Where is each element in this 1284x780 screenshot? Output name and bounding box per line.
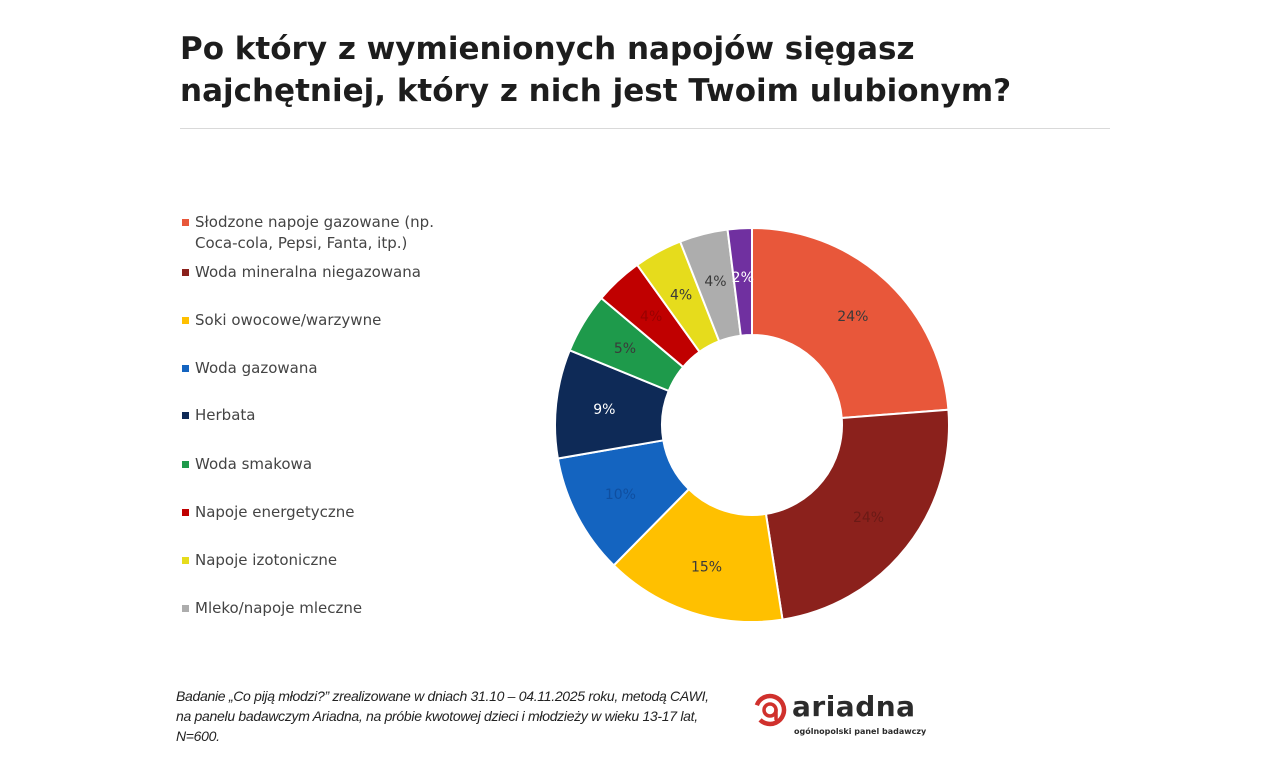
legend-item: Soki owocowe/warzywne [180, 310, 480, 331]
legend-item: Mleko/napoje mleczne [180, 598, 480, 619]
data-label: 4% [670, 288, 692, 304]
donut-chart: 24%24%15%10%9%5%4%4%4% 2% [554, 226, 950, 623]
legend-label: Mleko/napoje mleczne [195, 599, 363, 617]
legend-swatch [182, 269, 189, 276]
legend-swatch [182, 509, 189, 516]
data-label: 24% [853, 510, 884, 526]
legend-label: Słodzone napoje gazowane (np. Coca-cola,… [195, 213, 434, 252]
ariadna-logo-icon [753, 693, 787, 727]
chart-title-line-1: Po który z wymienionych napojów sięgasz [180, 31, 915, 67]
legend-item: Słodzone napoje gazowane (np. Coca-cola,… [180, 212, 480, 254]
legend-label: Woda gazowana [195, 359, 318, 377]
donut-slice [612, 487, 784, 623]
legend-swatch [182, 412, 189, 419]
logo-wordmark: ariadna [792, 690, 916, 723]
donut-slice [751, 226, 950, 420]
legend-label: Soki owocowe/warzywne [195, 311, 382, 329]
data-label: 15% [691, 559, 722, 575]
legend-item: Woda mineralna niegazowana [180, 262, 480, 283]
legend-swatch [182, 461, 189, 468]
data-label: 24% [837, 309, 868, 325]
ariadna-logo: ariadna ogólnopolski panel badawczy [752, 690, 952, 750]
legend-label: Woda smakowa [195, 455, 313, 473]
donut-slice [726, 226, 753, 337]
legend-item: Napoje energetyczne [180, 502, 480, 523]
donut-slice [764, 408, 950, 621]
legend-label: Napoje energetyczne [195, 503, 355, 521]
data-label: 9% [593, 402, 615, 418]
legend-item: Woda gazowana [180, 358, 480, 379]
chart-title: Po który z wymienionych napojów sięgasz … [180, 28, 1110, 112]
logo-tagline: ogólnopolski panel badawczy [794, 727, 927, 736]
legend-swatch [182, 365, 189, 372]
title-divider [180, 128, 1110, 129]
chart-title-line-2: najchętniej, który z nich jest Twoim ulu… [180, 73, 1012, 109]
data-label: 4% [640, 309, 662, 325]
data-label: 10% [605, 487, 636, 503]
data-label: 2% [732, 270, 754, 286]
legend-item: Napoje izotoniczne [180, 550, 480, 571]
legend-swatch [182, 605, 189, 612]
legend-swatch [182, 219, 189, 226]
data-label: 5% [614, 341, 636, 357]
legend-swatch [182, 557, 189, 564]
data-label: 4% [704, 274, 726, 290]
legend-label: Herbata [195, 406, 256, 424]
legend-label: Napoje izotoniczne [195, 551, 338, 569]
study-footnote: Badanie „Co piją młodzi?” zrealizowane w… [176, 688, 709, 744]
legend-swatch [182, 317, 189, 324]
legend-item: Herbata [180, 405, 480, 426]
legend-item: Woda smakowa [180, 454, 480, 475]
legend-label: Woda mineralna niegazowana [195, 263, 421, 281]
